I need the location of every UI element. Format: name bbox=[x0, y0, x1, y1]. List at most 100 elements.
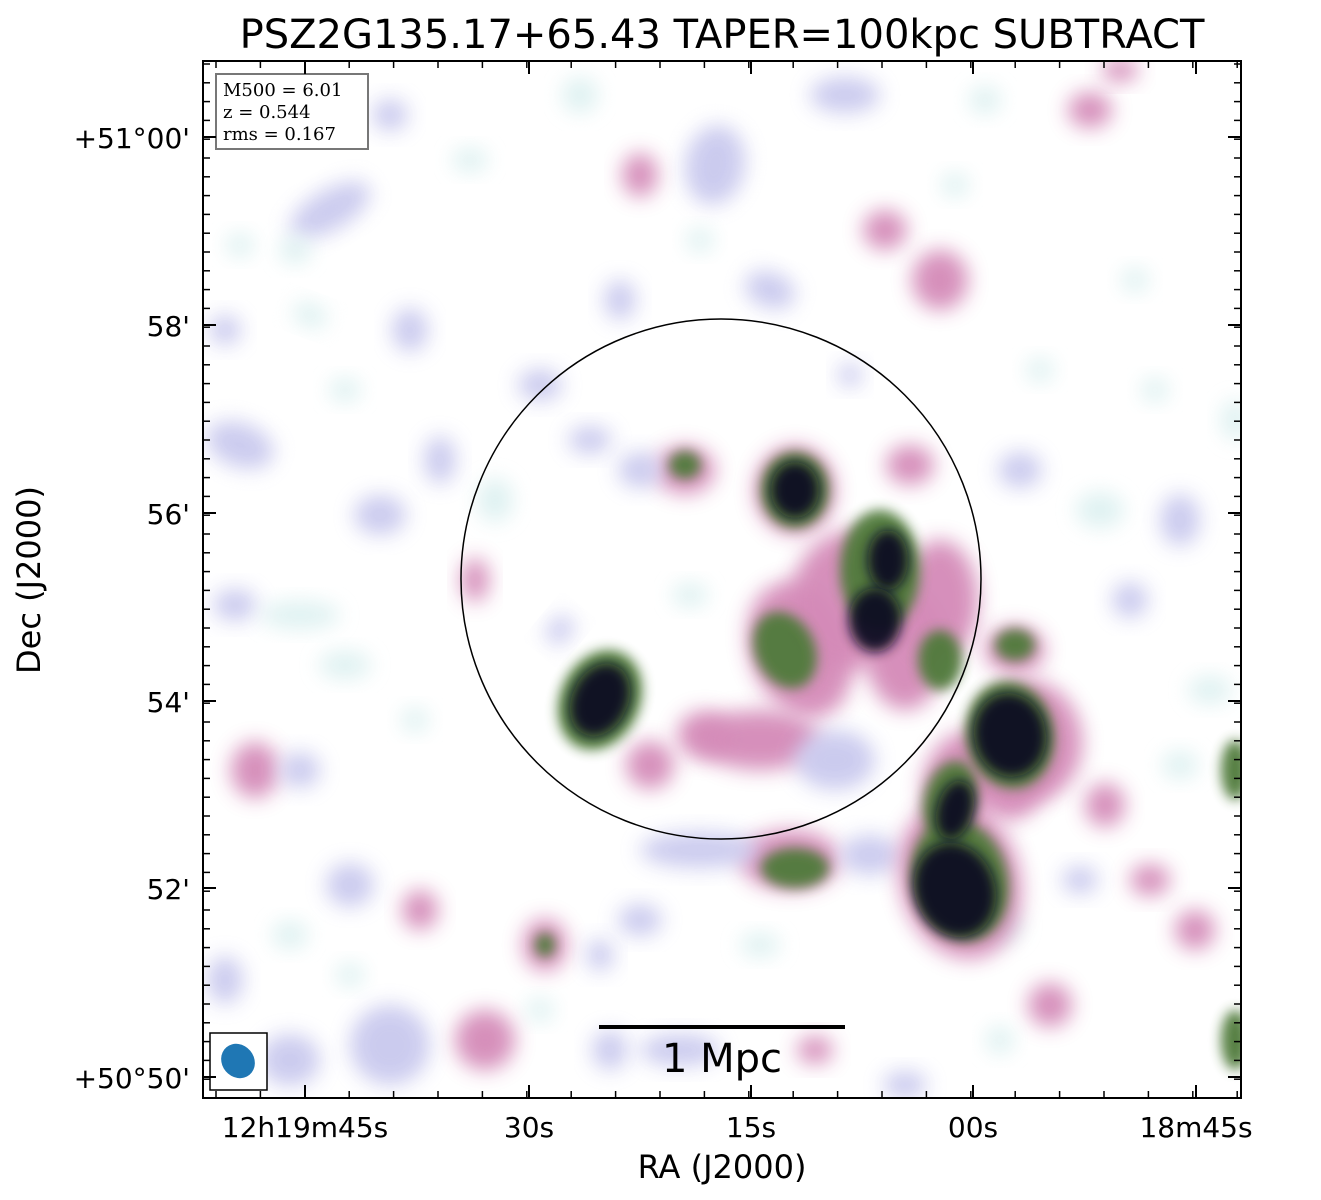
emission-blob bbox=[1112, 582, 1148, 618]
emission-blob bbox=[586, 939, 614, 971]
emission-blob bbox=[477, 478, 513, 522]
y-tick-label: 52' bbox=[147, 873, 190, 906]
x-tick-label: 12h19m45s bbox=[222, 1111, 389, 1144]
emission-blob bbox=[771, 462, 819, 518]
emission-blob bbox=[1141, 378, 1169, 402]
emission-blob bbox=[592, 1030, 628, 1070]
plot-frame bbox=[202, 60, 1242, 1099]
emission-blob bbox=[1062, 866, 1098, 894]
emission-blob bbox=[526, 998, 554, 1022]
y-tick-label: 54' bbox=[147, 686, 190, 719]
emission-blob bbox=[744, 270, 796, 310]
emission-blob bbox=[1221, 1010, 1241, 1070]
x-tick-label: 15s bbox=[726, 1111, 776, 1144]
plot-area bbox=[203, 61, 1241, 1098]
emission-blob bbox=[260, 1034, 320, 1086]
emission-blob bbox=[761, 848, 829, 888]
emission-blob bbox=[795, 730, 875, 790]
emission-blob bbox=[1160, 494, 1200, 546]
emission-blob bbox=[1028, 983, 1072, 1027]
emission-blob bbox=[840, 835, 900, 875]
emission-blob bbox=[518, 369, 562, 401]
emission-blob bbox=[1130, 864, 1170, 896]
emission-blob bbox=[209, 315, 241, 345]
emission-blob bbox=[838, 363, 862, 387]
y-tick-label: +50°50' bbox=[74, 1062, 190, 1095]
beam-ellipse bbox=[221, 1043, 255, 1079]
emission-layer bbox=[206, 61, 1241, 1098]
emission-blob bbox=[280, 752, 320, 788]
emission-blob bbox=[562, 77, 598, 113]
info-box: M500 = 6.01 z = 0.544 rms = 0.167 bbox=[215, 73, 369, 150]
emission-blob bbox=[326, 863, 374, 907]
emission-blob bbox=[1102, 61, 1138, 82]
emission-blob bbox=[392, 308, 428, 352]
emission-blob bbox=[700, 710, 820, 770]
emission-blob bbox=[918, 630, 962, 690]
axis-ticks bbox=[203, 61, 1241, 1099]
y-tick-label: 56' bbox=[147, 498, 190, 531]
emission-blob bbox=[986, 1026, 1014, 1054]
info-rms: rms = 0.167 bbox=[223, 124, 336, 145]
x-tick-label: 18m45s bbox=[1139, 1111, 1252, 1144]
emission-blob bbox=[1068, 92, 1112, 128]
info-redshift: z = 0.544 bbox=[223, 102, 311, 123]
emission-blob bbox=[797, 1036, 833, 1064]
emission-blob bbox=[886, 445, 934, 485]
y-tick-label: +51°00' bbox=[74, 122, 190, 155]
emission-blob bbox=[207, 956, 243, 1004]
emission-blob bbox=[535, 933, 555, 957]
emission-blob bbox=[452, 148, 488, 172]
y-axis: +51°00' 58' 56' 54' 52' +50°50' Dec (J20… bbox=[10, 122, 190, 1095]
x-tick-label: 00s bbox=[948, 1111, 998, 1144]
emission-blob bbox=[672, 583, 708, 607]
emission-blob bbox=[1026, 358, 1054, 382]
emission-blob bbox=[354, 495, 406, 535]
emission-blob bbox=[973, 693, 1047, 777]
emission-blob bbox=[1188, 676, 1232, 704]
emission-blob bbox=[640, 832, 760, 868]
emission-blob bbox=[913, 842, 997, 938]
emission-blob bbox=[618, 452, 662, 488]
emission-blob bbox=[883, 1071, 927, 1098]
emission-blob bbox=[849, 588, 901, 652]
scale-bar-label: 1 Mpc bbox=[662, 1036, 782, 1082]
r500-circle bbox=[460, 318, 982, 840]
emission-blob bbox=[740, 933, 780, 957]
emission-blob bbox=[568, 426, 612, 454]
emission-blob bbox=[329, 378, 361, 402]
emission-blob bbox=[686, 228, 714, 252]
emission-blob bbox=[810, 77, 880, 113]
emission-blob bbox=[640, 1034, 720, 1066]
emission-blob bbox=[289, 181, 371, 239]
emission-blob bbox=[752, 611, 818, 689]
emission-blob bbox=[336, 963, 364, 987]
y-tick-label: 58' bbox=[147, 310, 190, 343]
emission-blob bbox=[569, 663, 631, 737]
emission-blob bbox=[461, 558, 489, 602]
emission-blob bbox=[372, 99, 408, 131]
emission-blob bbox=[902, 540, 978, 660]
emission-blob bbox=[1162, 751, 1198, 779]
emission-blob bbox=[1085, 783, 1125, 827]
emission-blob bbox=[1221, 400, 1241, 440]
emission-blob bbox=[998, 452, 1042, 488]
x-tick-label: 30s bbox=[504, 1111, 554, 1144]
emission-blob bbox=[1175, 910, 1215, 950]
emission-blob bbox=[319, 651, 371, 679]
beam-box bbox=[209, 1032, 268, 1091]
emission-blob bbox=[1221, 740, 1241, 800]
emission-blob bbox=[941, 173, 969, 197]
info-mass: M500 = 6.01 bbox=[223, 80, 342, 101]
emission-blob bbox=[546, 615, 574, 645]
emission-blob bbox=[626, 741, 674, 789]
emission-blob bbox=[206, 421, 274, 469]
emission-blob bbox=[260, 601, 340, 629]
emission-blob bbox=[912, 250, 968, 310]
emission-blob bbox=[1076, 492, 1124, 528]
emission-blob bbox=[401, 708, 429, 732]
emission-blob bbox=[604, 280, 636, 320]
emission-blob bbox=[272, 921, 308, 949]
emission-blob bbox=[213, 589, 257, 621]
